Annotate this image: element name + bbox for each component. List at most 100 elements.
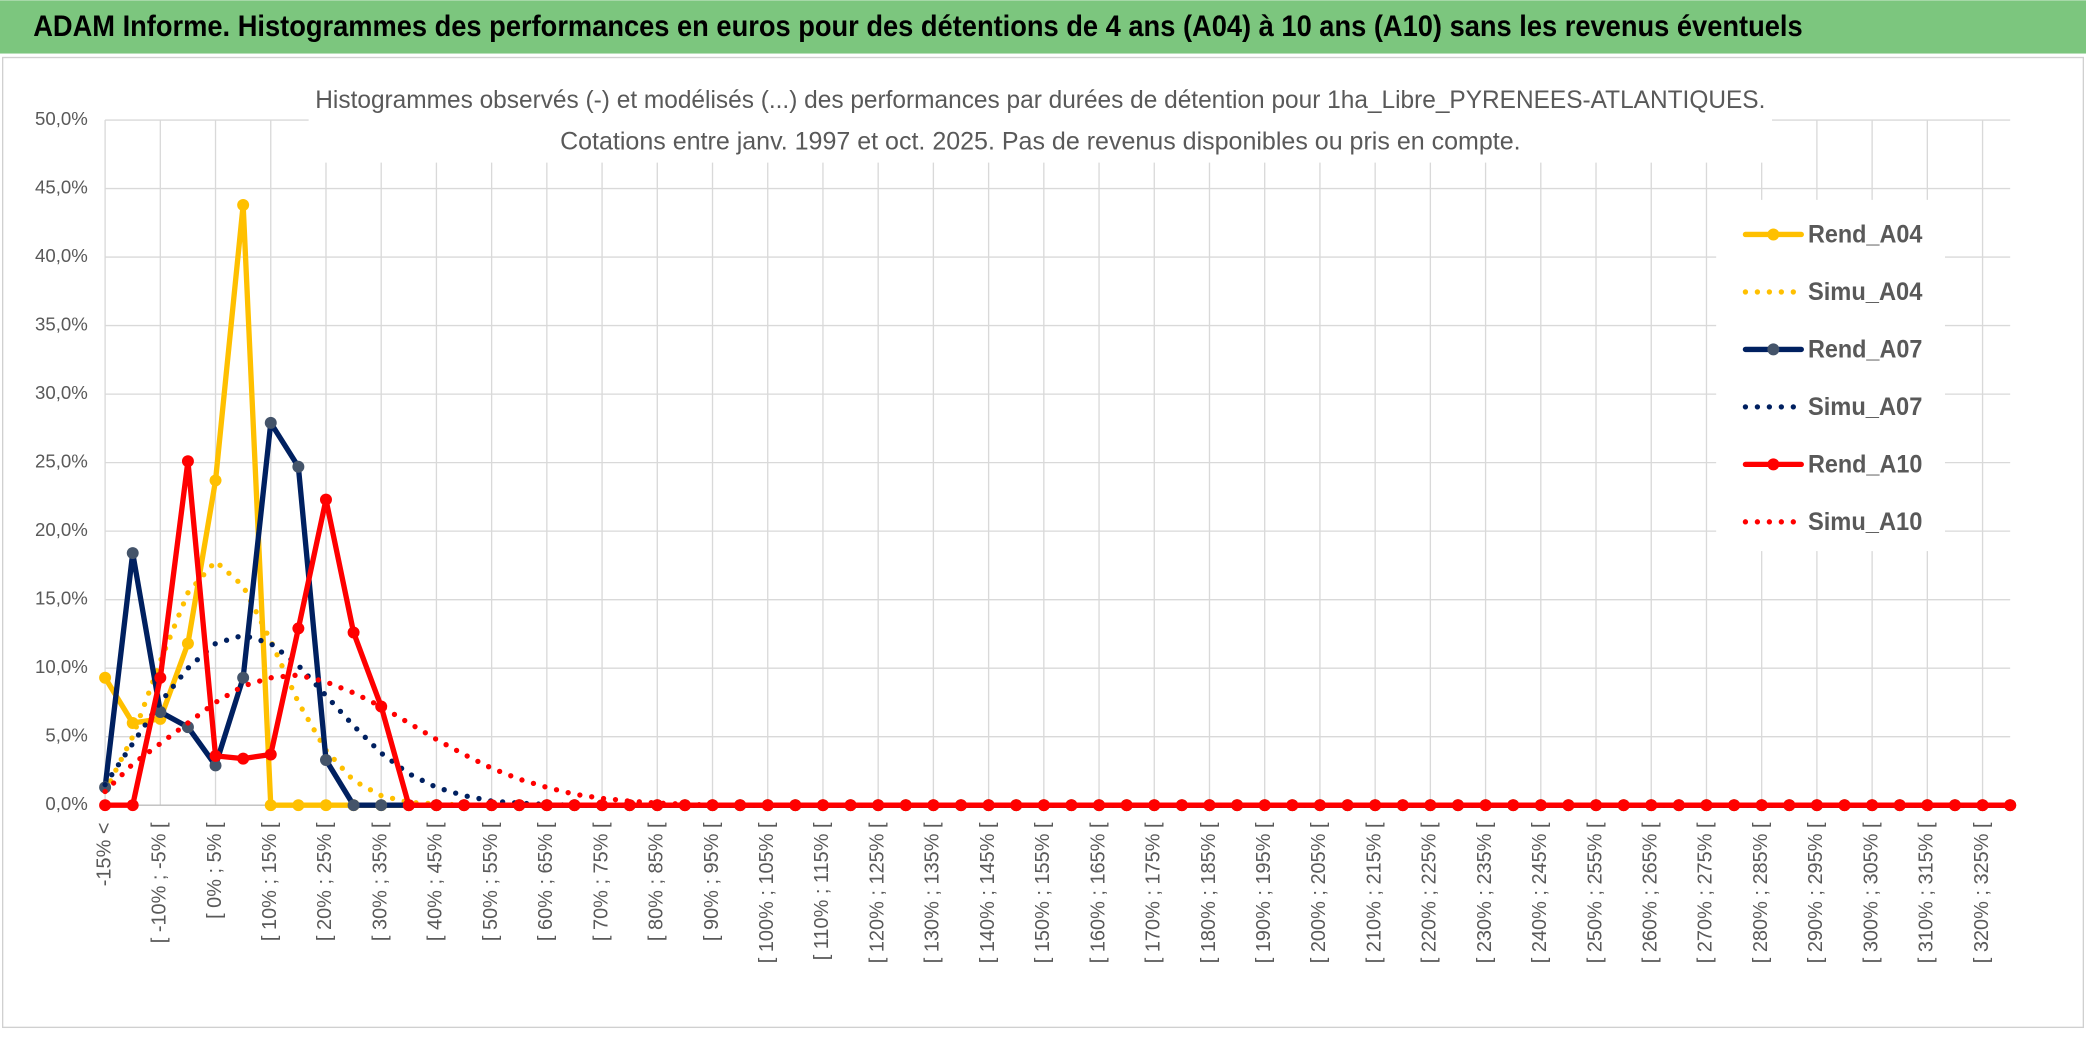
marker [2004, 799, 2017, 812]
x-tick-label: [ 70% ; 75% [ [590, 822, 612, 941]
x-tick-label: [ 300% ; 305% [ [1860, 822, 1882, 963]
x-tick-label: -15% < [93, 822, 115, 886]
title-backdrop [308, 82, 1773, 163]
marker [734, 799, 747, 812]
marker [154, 706, 167, 718]
y-tick-label: 15,0% [35, 588, 88, 609]
marker [264, 748, 277, 761]
marker [99, 799, 112, 812]
legend-label: Simu_A07 [1808, 393, 1922, 421]
marker [1120, 799, 1133, 812]
x-tick-label: [ 230% ; 235% [ [1474, 822, 1496, 963]
x-tick-label: [ 270% ; 275% [ [1695, 822, 1717, 963]
marker [1369, 799, 1382, 812]
x-tick-label: [ 240% ; 245% [ [1529, 822, 1551, 963]
legend-marker [1767, 343, 1780, 356]
x-tick-label: [ 200% ; 205% [ [1308, 822, 1330, 963]
marker [1562, 799, 1575, 812]
marker [816, 799, 829, 812]
marker [264, 799, 277, 812]
x-tick-label: [ 0% ; 5% [ [204, 822, 226, 919]
x-tick-label: [ 250% ; 255% [ [1584, 822, 1606, 963]
x-tick-label: [ 130% ; 135% [ [922, 822, 944, 963]
plot-area: 0,0% 5,0% 10,0% 15,0% 20,0% 25,0% 30,0% 35,0% 40… [35, 108, 2017, 963]
marker [844, 799, 857, 812]
marker [154, 671, 167, 684]
legend-marker [1767, 228, 1780, 241]
x-tick-label: [ 180% ; 185% [ [1198, 822, 1220, 963]
x-tick-label: [ 50% ; 55% [ [480, 822, 502, 941]
x-tick-label: [ 220% ; 225% [ [1419, 822, 1441, 963]
marker [1258, 799, 1271, 812]
marker [319, 493, 332, 506]
marker [568, 799, 581, 812]
y-tick-label: 25,0% [35, 451, 88, 472]
marker [319, 753, 332, 766]
legend-box [1716, 199, 1945, 552]
marker [899, 799, 912, 812]
marker [237, 199, 250, 211]
marker [1396, 799, 1409, 812]
marker [375, 799, 388, 812]
marker [1286, 799, 1299, 812]
legend-label: Rend_A10 [1808, 450, 1922, 478]
marker [292, 460, 305, 473]
marker [596, 799, 609, 812]
model-line [102, 672, 2013, 808]
x-tick-label: [ 30% ; 35% [ [369, 822, 391, 941]
marker [540, 799, 553, 812]
header-bar [0, 0, 2086, 54]
legend-label: Rend_A07 [1808, 335, 1922, 363]
x-tick-label: [ 40% ; 45% [ [425, 822, 447, 941]
x-tick-label: [ 310% ; 315% [ [1916, 822, 1938, 963]
marker [485, 799, 498, 812]
marker [347, 799, 360, 812]
x-tick-label: [ 120% ; 125% [ [866, 822, 888, 963]
marker [1479, 799, 1492, 812]
y-tick-label: 5,0% [45, 725, 87, 746]
marker [237, 671, 250, 684]
legend-label: Rend_A04 [1808, 220, 1922, 248]
x-tick-label: [ 290% ; 295% [ [1805, 822, 1827, 963]
legend-label: Simu_A10 [1808, 508, 1922, 536]
marker [430, 799, 443, 812]
marker [1093, 799, 1106, 812]
y-tick-label: 45,0% [35, 176, 88, 197]
marker [927, 799, 940, 812]
x-tick-label: [ 150% ; 155% [ [1032, 822, 1054, 963]
marker [1175, 799, 1188, 812]
marker [651, 799, 664, 812]
x-tick-label: [ 210% ; 215% [ [1363, 822, 1385, 963]
marker [347, 626, 360, 639]
marker [1203, 799, 1216, 812]
legend-marker [1767, 458, 1780, 471]
y-tick-label: 10,0% [35, 656, 88, 677]
x-tick-label: [ 90% ; 95% [ [701, 822, 723, 941]
chart-border [1, 56, 2085, 1029]
marker [458, 799, 471, 812]
marker [1451, 799, 1464, 812]
marker [264, 416, 277, 429]
y-tick-label: 0,0% [45, 793, 87, 814]
marker [1893, 799, 1906, 812]
marker [209, 749, 222, 762]
x-tick-label: [ 10% ; 15% [ [259, 822, 281, 941]
legend: Rend_A04 Simu_A04 Rend_A07 Simu_A07 Rend_A10… [1716, 199, 1945, 552]
x-tick-label: [ 140% ; 145% [ [977, 822, 999, 963]
marker [209, 474, 222, 487]
x-tick-label: [ 280% ; 285% [ [1750, 822, 1772, 963]
marker [513, 799, 526, 812]
marker [1534, 799, 1547, 812]
marker [319, 799, 332, 812]
y-tick-label: 40,0% [35, 245, 88, 266]
y-tick-label: 35,0% [35, 314, 88, 335]
marker [237, 752, 250, 765]
chart-subtitle: Cotations entre janv. 1997 et oct. 2025.… [560, 127, 1521, 155]
x-tick-label: [ 260% ; 265% [ [1640, 822, 1662, 963]
x-tick-label: [ 190% ; 195% [ [1253, 822, 1275, 963]
marker [99, 781, 112, 794]
marker [402, 799, 415, 812]
marker [1810, 799, 1823, 812]
